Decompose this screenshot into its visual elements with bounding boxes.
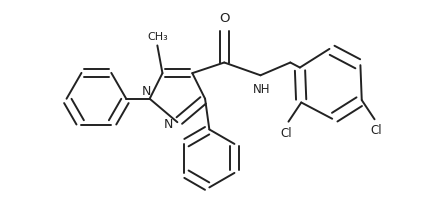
Text: N: N (163, 118, 172, 131)
Text: Cl: Cl (281, 127, 292, 140)
Text: NH: NH (253, 83, 271, 96)
Text: Cl: Cl (371, 124, 382, 137)
Text: O: O (219, 12, 230, 25)
Text: CH₃: CH₃ (147, 32, 168, 42)
Text: N: N (142, 85, 151, 98)
